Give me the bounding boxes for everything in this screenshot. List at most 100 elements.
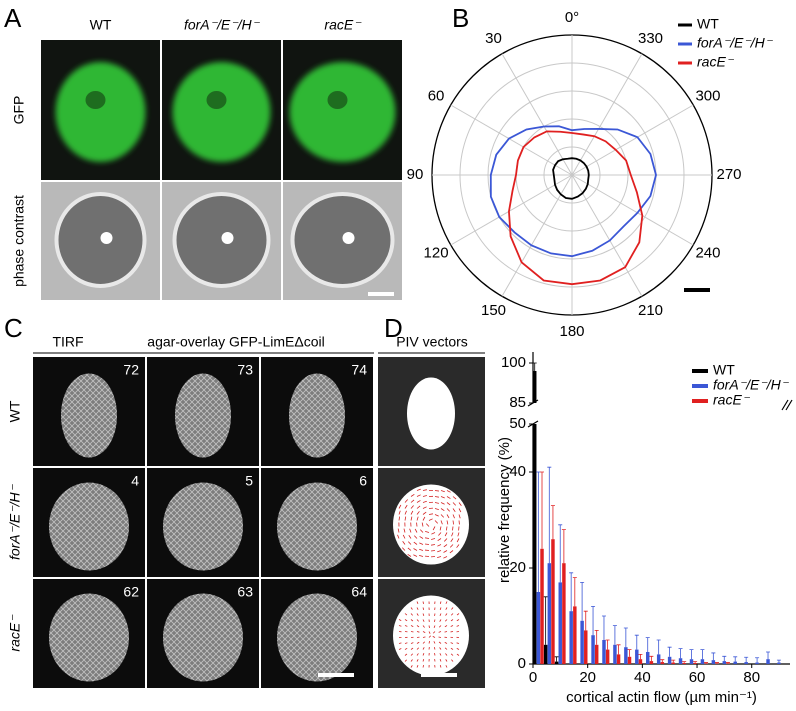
error-bar — [656, 639, 661, 655]
piv-vector — [410, 505, 414, 509]
bar — [584, 630, 588, 664]
column-label: forA⁻/E⁻/H⁻ — [184, 17, 261, 33]
piv-vector — [446, 508, 451, 512]
bar — [777, 662, 781, 664]
piv-vector — [445, 613, 448, 616]
piv-vector — [416, 659, 419, 662]
piv-vector — [422, 607, 425, 611]
cell-gfp — [172, 62, 271, 162]
piv-vector — [416, 653, 419, 656]
piv-vector — [430, 544, 436, 546]
piv-vector — [437, 556, 442, 558]
scale-bar — [318, 673, 354, 677]
error-bar — [536, 471, 541, 592]
polar-spoke — [450, 104, 573, 176]
theta-tick-label: 150 — [481, 302, 506, 319]
piv-vector — [419, 555, 424, 557]
piv-vector — [422, 641, 426, 644]
bar — [594, 644, 599, 664]
error-bar — [554, 656, 559, 662]
piv-vector — [421, 522, 424, 527]
piv-vector — [422, 613, 425, 616]
bar — [635, 649, 639, 664]
piv-vector — [451, 607, 454, 610]
panel-label: A — [4, 3, 22, 33]
piv-vector — [437, 544, 442, 547]
piv-vector — [416, 505, 421, 509]
cell-texture — [277, 593, 357, 682]
error-bar — [532, 362, 537, 371]
header: agar-overlay GFP-LimEΔcoil — [147, 334, 324, 350]
bar — [627, 656, 632, 664]
error-bar — [682, 661, 687, 664]
error-bar — [540, 471, 545, 549]
piv-vector — [422, 619, 425, 622]
piv-vector — [408, 534, 412, 539]
cell-gfp — [55, 62, 146, 162]
error-bar — [660, 659, 665, 663]
piv-vector — [404, 625, 408, 627]
polar-trace — [552, 157, 590, 200]
error-bar — [711, 652, 716, 661]
piv-vector — [416, 619, 419, 622]
error-bar — [671, 659, 676, 663]
cell-texture — [49, 482, 129, 571]
bar — [562, 563, 566, 664]
piv-vector — [398, 642, 402, 644]
error-bar — [700, 649, 705, 660]
legend-label: WT — [713, 362, 735, 378]
piv-vector — [443, 544, 448, 548]
scale-bar — [368, 292, 394, 296]
error-bar — [583, 610, 588, 631]
error-bar — [689, 649, 694, 660]
piv-vector — [434, 508, 439, 510]
piv-vector — [434, 496, 440, 498]
legend-label: forA⁻/E⁻/H⁻ — [713, 377, 790, 393]
piv-vector — [410, 493, 415, 497]
piv-vector — [410, 642, 414, 644]
piv-vector — [404, 510, 407, 515]
piv-vector — [404, 516, 407, 521]
piv-vector — [444, 625, 448, 628]
theta-tick-label: 90 — [407, 166, 424, 183]
piv-vector — [401, 547, 406, 551]
error-bar — [601, 615, 606, 640]
cell-gfp — [289, 62, 396, 162]
theta-tick-label: 30 — [485, 30, 502, 47]
piv-vector — [398, 648, 402, 650]
frame-number: 74 — [351, 362, 367, 378]
piv-vector — [443, 538, 448, 542]
piv-vector — [419, 536, 424, 539]
x-tick-label: 40 — [634, 669, 651, 686]
cell-texture — [163, 482, 243, 571]
error-bar — [550, 505, 555, 540]
piv-vector — [410, 647, 414, 650]
piv-vector — [416, 641, 420, 644]
piv-vector — [434, 619, 436, 623]
theta-tick-label: 240 — [695, 244, 720, 261]
piv-vector — [456, 613, 460, 616]
error-bar — [667, 646, 672, 657]
error-bar — [776, 659, 781, 663]
piv-vector — [422, 658, 425, 662]
error-bar — [678, 648, 683, 659]
piv-vector — [422, 653, 425, 656]
bar — [722, 661, 727, 664]
error-bar — [623, 627, 628, 648]
piv-vector — [397, 534, 400, 539]
piv-vector — [450, 625, 454, 627]
bar — [533, 424, 537, 664]
bar — [682, 663, 686, 664]
piv-vector — [410, 619, 414, 622]
bar — [700, 659, 705, 664]
piv-vector — [404, 659, 408, 662]
y-axis-label: relative frequency (%) — [496, 437, 513, 583]
bar — [693, 663, 697, 664]
bar — [646, 652, 650, 664]
piv-vector — [440, 490, 445, 493]
piv-vector — [438, 631, 442, 633]
piv-vector — [422, 506, 427, 509]
theta-tick-label: 330 — [638, 30, 663, 47]
piv-vector — [402, 541, 406, 545]
y-tick-label: 85 — [509, 394, 526, 411]
